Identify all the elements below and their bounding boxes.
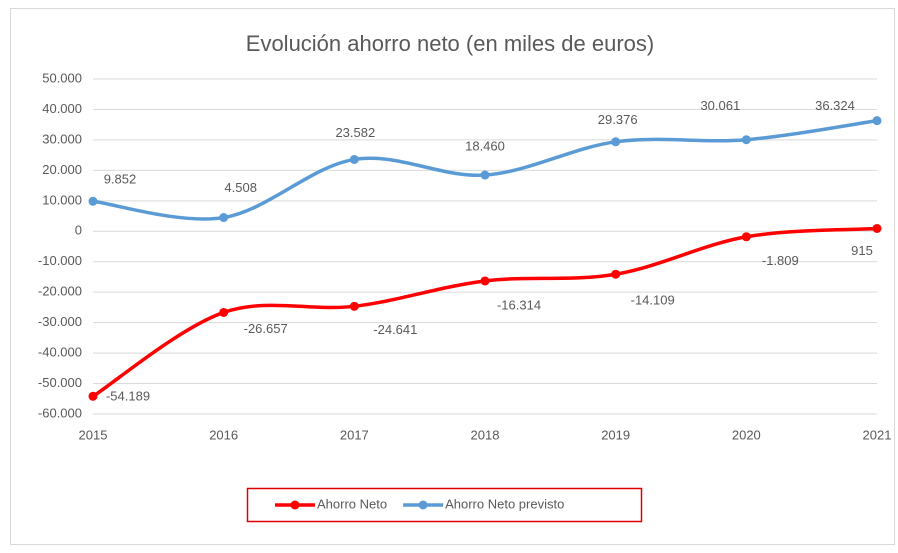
data-label: -1.809 (762, 253, 799, 268)
data-label: 9.852 (104, 172, 137, 187)
data-point (219, 213, 229, 223)
y-tick-label: 10.000 (42, 192, 82, 207)
y-tick-label: 30.000 (42, 131, 82, 146)
legend-marker (290, 500, 300, 510)
legend-box (246, 487, 643, 523)
x-tick-label: 2021 (863, 427, 892, 442)
data-label: -54.189 (106, 389, 150, 404)
y-tick-label: -20.000 (38, 284, 82, 299)
data-point (88, 196, 98, 206)
y-tick-label: -60.000 (38, 405, 82, 420)
data-point (741, 232, 751, 242)
data-point (611, 269, 621, 279)
data-label: 18.460 (465, 138, 505, 153)
data-point (349, 154, 359, 164)
x-tick-label: 2020 (732, 427, 761, 442)
data-point (480, 170, 490, 180)
data-point (611, 137, 621, 147)
y-tick-label: 0 (75, 223, 82, 238)
y-tick-label: -40.000 (38, 345, 82, 360)
y-tick-label: -30.000 (38, 314, 82, 329)
y-tick-label: -50.000 (38, 375, 82, 390)
legend-label: Ahorro Neto previsto (445, 496, 564, 511)
data-label: 30.061 (700, 98, 740, 113)
data-label: -16.314 (497, 297, 541, 312)
x-tick-label: 2017 (340, 427, 369, 442)
data-point (741, 135, 751, 145)
data-label: -24.641 (373, 322, 417, 337)
legend-marker (418, 500, 428, 510)
data-point (872, 223, 882, 233)
chart-border (10, 8, 895, 545)
data-label: -14.109 (631, 293, 675, 308)
y-tick-label: 20.000 (42, 162, 82, 177)
x-tick-label: 2015 (79, 427, 108, 442)
x-tick-label: 2016 (209, 427, 238, 442)
data-label: 29.376 (598, 112, 638, 127)
y-tick-label: -10.000 (38, 253, 82, 268)
legend-label: Ahorro Neto (317, 496, 387, 511)
y-tick-label: 40.000 (42, 101, 82, 116)
data-label: 4.508 (224, 180, 257, 195)
x-tick-label: 2019 (601, 427, 630, 442)
chart-title: Evolución ahorro neto (en miles de euros… (246, 31, 654, 56)
data-label: 36.324 (815, 98, 855, 113)
data-label: 23.582 (335, 125, 375, 140)
data-label: 915 (851, 243, 873, 258)
data-point (349, 301, 359, 311)
data-point (88, 391, 98, 401)
data-point (480, 276, 490, 286)
y-tick-label: 50.000 (42, 70, 82, 85)
data-label: -26.657 (244, 321, 288, 336)
x-tick-label: 2018 (471, 427, 500, 442)
data-point (872, 116, 882, 126)
data-point (219, 307, 229, 317)
